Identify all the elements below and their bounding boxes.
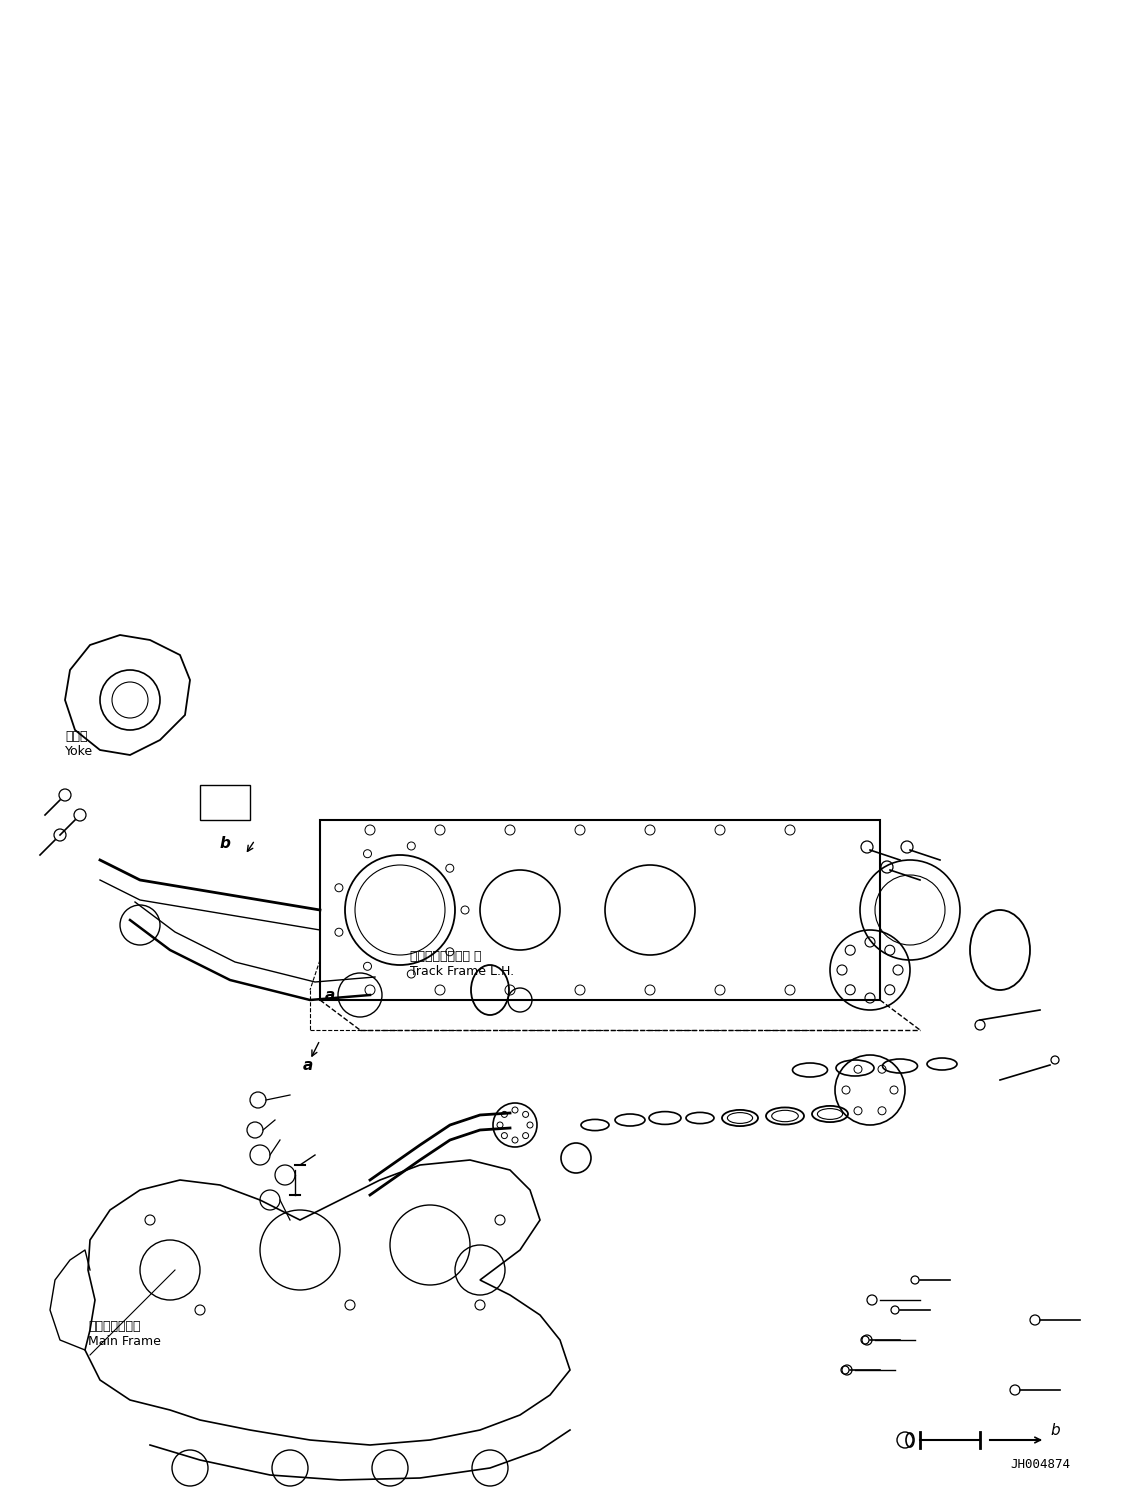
Text: Track Frame L.H.: Track Frame L.H.: [410, 965, 514, 978]
Bar: [200, 784, 250, 820]
Text: JH004874: JH004874: [1010, 1458, 1070, 1472]
Text: Yoke: Yoke: [65, 746, 93, 757]
Text: メインフレーム: メインフレーム: [89, 1320, 141, 1333]
Text: a: a: [325, 989, 335, 1003]
Text: b: b: [220, 836, 230, 851]
Text: b: b: [1050, 1422, 1060, 1437]
Text: ヨーク: ヨーク: [65, 731, 87, 743]
Text: Main Frame: Main Frame: [89, 1334, 161, 1348]
Text: トラックフレーム 左: トラックフレーム 左: [410, 950, 481, 963]
Text: a: a: [303, 1059, 313, 1074]
